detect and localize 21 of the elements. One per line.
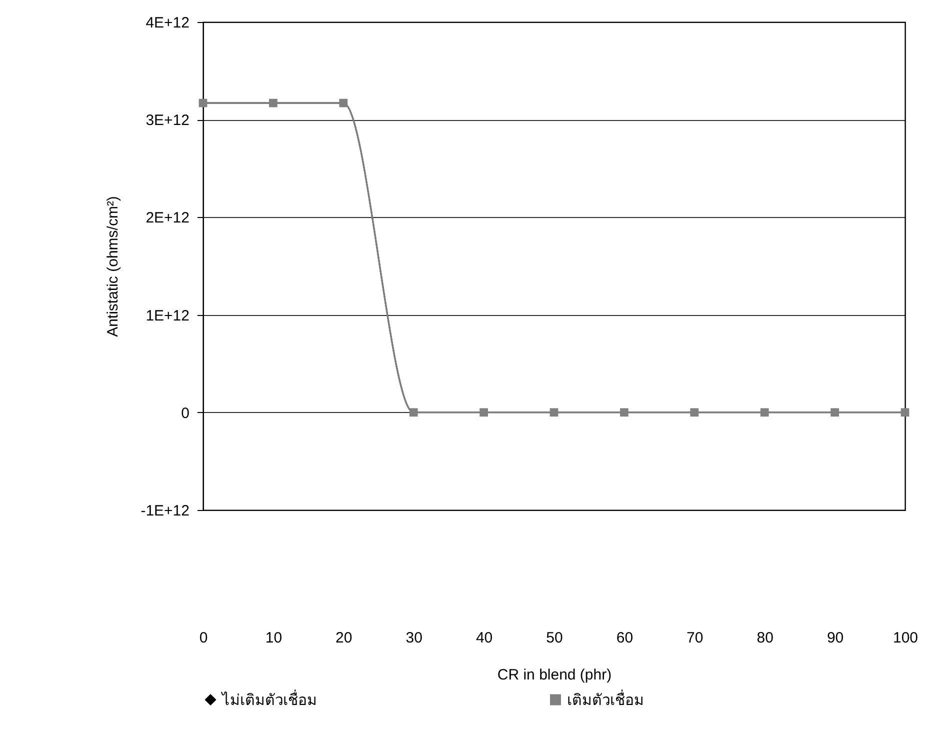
x-tick-label: 0 [199,630,208,646]
x-axis-title: CR in blend (phr) [497,666,612,684]
x-tick-label: 30 [406,630,422,646]
x-tick-label: 60 [616,630,634,646]
x-tick-label: 100 [892,630,918,646]
legend-label: เติมตัวเชื่อม [567,688,644,709]
y-tick-label: 0 [181,404,190,422]
y-tick-label: 2E+12 [146,210,190,227]
x-tick-label: 20 [336,630,352,646]
x-tick-label: 40 [476,630,493,646]
x-tick-label: 10 [265,630,282,646]
x-tick-label: 70 [686,630,704,646]
y-tick-label: 1E+12 [146,307,190,324]
y-axis-title: Antistatic (ohms/cm²) [104,196,122,337]
x-tick-label: 80 [756,630,774,646]
x-tick-label: 90 [826,630,844,646]
y-tick-label: -1E+12 [140,502,190,520]
y-tick-label: 4E+12 [146,14,190,32]
legend-label: ไม่เติมตัวเชื่อม [221,688,317,709]
y-tick-label: 3E+12 [146,112,190,130]
x-tick-label: 50 [546,630,563,646]
